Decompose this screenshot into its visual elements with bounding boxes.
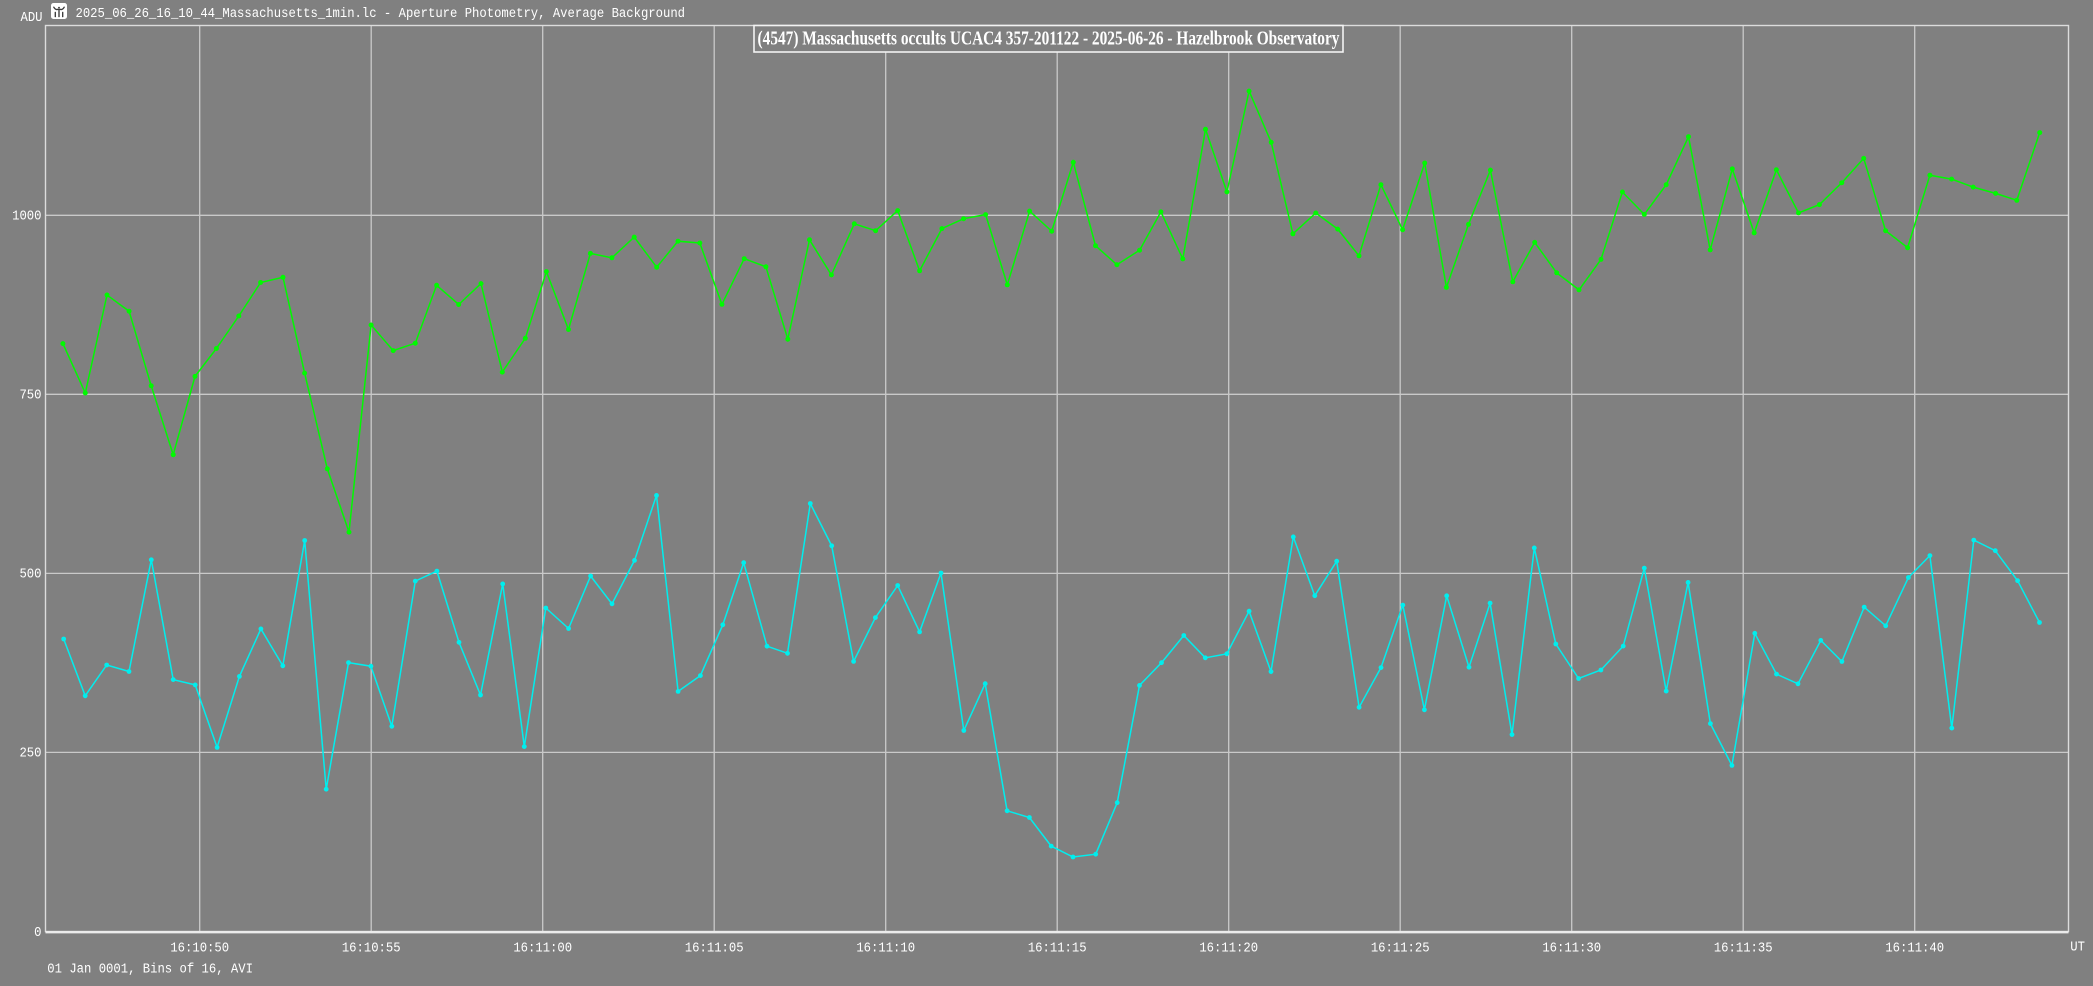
svg-text:250: 250 — [19, 745, 41, 761]
svg-text:1000: 1000 — [12, 208, 41, 224]
svg-text:16:11:40: 16:11:40 — [1885, 940, 1944, 956]
svg-text:750: 750 — [19, 387, 41, 403]
svg-text:16:11:15: 16:11:15 — [1028, 940, 1087, 956]
svg-text:0: 0 — [34, 924, 41, 940]
svg-text:(4547) Massachusetts occults U: (4547) Massachusetts occults UCAC4 357-2… — [758, 27, 1340, 51]
svg-text:16:10:55: 16:10:55 — [342, 940, 401, 956]
svg-text:16:11:00: 16:11:00 — [513, 940, 572, 956]
svg-text:UT: UT — [2070, 939, 2085, 955]
svg-text:16:11:30: 16:11:30 — [1542, 940, 1601, 956]
svg-text:2025_06_26_16_10_44_Massachuse: 2025_06_26_16_10_44_Massachusetts_1min.l… — [76, 5, 686, 21]
svg-text:16:11:10: 16:11:10 — [856, 940, 915, 956]
svg-text:16:11:25: 16:11:25 — [1371, 940, 1430, 956]
svg-text:01 Jan 0001, Bins of 16, AVI: 01 Jan 0001, Bins of 16, AVI — [47, 961, 253, 977]
svg-text:16:11:05: 16:11:05 — [685, 940, 744, 956]
svg-text:16:10:50: 16:10:50 — [170, 940, 229, 956]
svg-text:16:11:20: 16:11:20 — [1199, 940, 1258, 956]
svg-text:500: 500 — [19, 566, 41, 582]
svg-text:16:11:35: 16:11:35 — [1714, 940, 1773, 956]
svg-text:ADU: ADU — [21, 9, 43, 25]
